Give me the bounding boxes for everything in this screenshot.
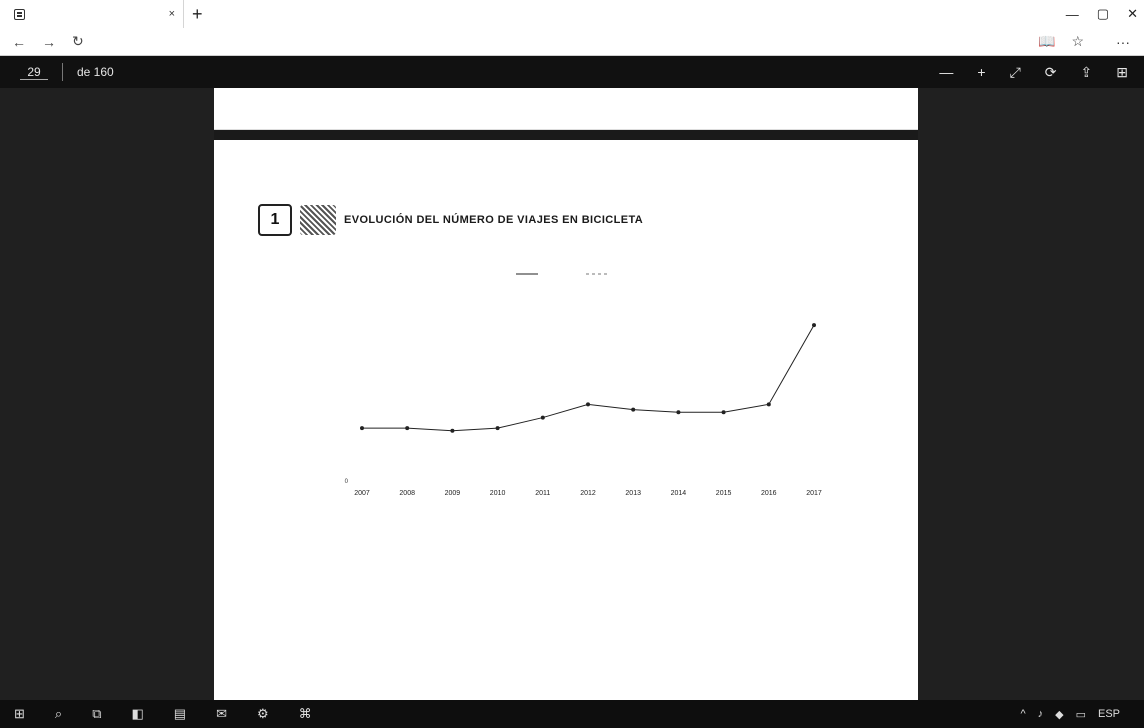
x-tick-label: 2015 — [716, 490, 732, 497]
x-tick-label: 2017 — [806, 490, 822, 497]
tray-icons: ^ ♪ ◆ ▭ ESP — [1020, 708, 1120, 721]
zoom-in-button[interactable]: + — [977, 64, 986, 80]
x-tick-label: 2013 — [625, 490, 641, 497]
taskbar-app-icon-6[interactable]: ⚙ — [256, 706, 269, 721]
close-window-button[interactable]: ✕ — [1127, 6, 1138, 21]
data-point-0-0 — [360, 426, 364, 431]
tab-bar: × + — ▢ ✕ — [0, 0, 1144, 28]
series-line-0 — [362, 324, 815, 432]
figure-title: EVOLUCIÓN DEL NÚMERO DE VIAJES EN BICICL… — [344, 214, 644, 226]
forward-button[interactable]: → — [42, 33, 56, 50]
x-tick-label: 2014 — [671, 490, 687, 497]
zoom-out-button[interactable]: — — [939, 64, 954, 80]
x-tick-label: 2008 — [399, 490, 415, 497]
refresh-button[interactable]: ↻ — [72, 33, 84, 49]
tray-icon-0[interactable]: ^ — [1020, 707, 1026, 720]
figure-header: 1 EVOLUCIÓN DEL NÚMERO DE VIAJES EN BICI… — [258, 204, 643, 236]
taskbar-apps: ⊞ ⌕ ⧉ ◧ ▤ ✉ ⚙ ⌘ — [0, 706, 312, 722]
share-icon[interactable]: ⇪ — [1080, 63, 1093, 80]
more-menu-icon[interactable]: ··· — [1116, 33, 1130, 50]
tray-icon-1[interactable]: ♪ — [1037, 707, 1044, 720]
data-point-0-1 — [405, 426, 410, 431]
rotate-icon[interactable]: ⟳ — [1044, 63, 1057, 80]
close-tab-icon[interactable]: × — [168, 8, 175, 20]
data-point-0-10 — [812, 323, 816, 328]
taskbar-app-icon-1[interactable]: ⌕ — [54, 706, 63, 721]
page-indicator: 29 de 160 — [0, 63, 114, 81]
taskbar-app-icon-0[interactable]: ⊞ — [14, 706, 25, 721]
pdf-page: 1 EVOLUCIÓN DEL NÚMERO DE VIAJES EN BICI… — [214, 88, 918, 700]
page-total: de 160 — [77, 65, 114, 79]
tray-icon-3[interactable]: ▭ — [1075, 708, 1086, 721]
minimize-button[interactable]: — — [1065, 6, 1079, 22]
tray-icon-4[interactable]: ESP — [1097, 707, 1120, 720]
tray-icon-2[interactable]: ◆ — [1055, 708, 1064, 721]
save-icon[interactable]: ⊞ — [1116, 63, 1128, 80]
data-point-0-4 — [540, 415, 545, 420]
pdf-tools: — + ⤢ ⟳ ⇪ ⊞ — [939, 64, 1144, 81]
address-bar-actions: 📖 ☆ ··· — [1038, 33, 1144, 50]
figure-chart-icon — [300, 205, 336, 235]
data-point-0-5 — [586, 402, 590, 407]
taskbar-app-icon-3[interactable]: ◧ — [131, 706, 144, 721]
x-tick-label: 2016 — [761, 490, 777, 497]
browser-tab[interactable]: × — [6, 0, 184, 28]
maximize-button[interactable]: ▢ — [1096, 6, 1110, 21]
system-tray: ^ ♪ ◆ ▭ ESP — [1020, 708, 1144, 721]
taskbar-app-icon-2[interactable]: ⧉ — [92, 706, 102, 721]
x-tick-label: 2009 — [445, 490, 461, 497]
favorite-star-icon[interactable]: ☆ — [1071, 33, 1084, 49]
y-tick-label: 0 — [345, 479, 349, 485]
pdf-icon — [14, 8, 25, 20]
x-tick-label: 2011 — [535, 490, 550, 497]
new-tab-button[interactable]: + — [192, 4, 203, 24]
data-point-0-2 — [450, 428, 455, 433]
data-point-0-8 — [721, 410, 726, 415]
taskbar-app-icon-4[interactable]: ▤ — [173, 706, 187, 721]
line-chart: 0 2007 2008 2009 2010 2011 2012 2013 2014 2015 201… — [345, 273, 822, 497]
reading-view-icon[interactable]: 📖 — [1038, 33, 1056, 49]
taskbar-app-icon-7[interactable]: ⌘ — [298, 706, 312, 721]
x-tick-label: 2007 — [354, 490, 370, 497]
x-tick-label: 2010 — [490, 490, 506, 497]
taskbar-app-icon-5[interactable]: ✉ — [216, 706, 227, 721]
page-header-band — [214, 130, 918, 140]
data-point-0-3 — [495, 426, 500, 431]
fit-page-icon[interactable]: ⤢ — [1009, 63, 1021, 80]
page-number-input[interactable]: 29 — [20, 65, 48, 80]
figure-badge-number: 1 — [270, 211, 280, 228]
figure-badge: 1 — [258, 204, 292, 236]
pdf-toolbar: 29 de 160 — + ⤢ ⟳ ⇪ ⊞ — [0, 56, 1144, 88]
taskbar: ⊞ ⌕ ⧉ ◧ ▤ ✉ ⚙ ⌘ ^ ♪ ◆ ▭ ESP — [0, 700, 1144, 728]
address-bar: ← → ↻ 📖 ☆ ··· — [0, 28, 1144, 56]
back-button[interactable]: ← — [12, 33, 26, 50]
page-separator — [62, 63, 63, 81]
data-point-0-9 — [766, 402, 771, 407]
window-controls: — ▢ ✕ — [1066, 0, 1138, 28]
data-point-0-6 — [631, 407, 636, 412]
page-top-strip — [214, 88, 918, 130]
data-point-0-7 — [676, 410, 681, 415]
x-tick-label: 2012 — [580, 490, 596, 497]
figure-titles: EVOLUCIÓN DEL NÚMERO DE VIAJES EN BICICL… — [344, 214, 643, 226]
